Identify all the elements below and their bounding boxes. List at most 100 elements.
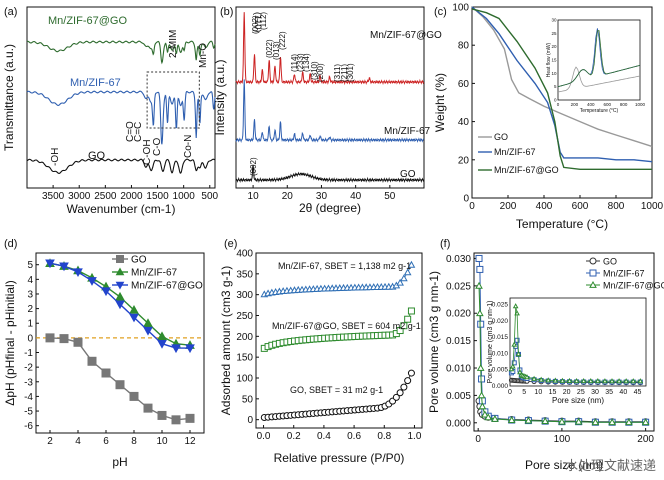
x-axis-label: Pore size (nm) (525, 458, 603, 472)
panel-label: (d) (4, 238, 17, 250)
inset-x-tick-label: 5 (522, 389, 526, 396)
inset-point (573, 377, 580, 384)
y-tick-label: 0.005 (446, 391, 471, 402)
x-tick-label: 10 (248, 191, 260, 202)
inset-x-tick-label: 20 (563, 389, 571, 396)
inset-x-tick-label: 0 (508, 389, 512, 396)
ftir-line (26, 90, 216, 145)
y-tick-label: 50 (242, 394, 254, 405)
pore-point (574, 417, 583, 425)
legend-entry: Mn/ZIF-67@GO (48, 15, 127, 27)
pore-point (477, 320, 485, 328)
x-tick-label: 1.0 (408, 431, 422, 442)
panel-label: (b) (220, 6, 233, 18)
isotherm-point (396, 327, 404, 335)
annotation: C-OH (142, 139, 153, 165)
y-tick-label: 0.030 (446, 254, 471, 265)
legend-entry: Mn/ZIF-67@GO (603, 281, 664, 291)
legend-marker (589, 280, 597, 288)
y-tick-label: 300 (236, 290, 253, 301)
y-tick-label: 100 (452, 3, 469, 14)
plot-frame (35, 252, 205, 434)
y-tick-label: 350 (236, 269, 253, 280)
y-tick-label: 250 (236, 311, 253, 322)
annotation: (002) (249, 157, 258, 176)
annotation: C=C (133, 122, 144, 142)
panel-label: (a) (4, 6, 17, 18)
x-tick-label: 1000 (173, 191, 196, 202)
pore-point (625, 418, 633, 426)
pore-point (641, 418, 650, 426)
inset-point (566, 377, 573, 384)
ph-line (49, 337, 191, 421)
inset-y-tick-label: 0.010 (492, 350, 509, 357)
x-tick-label: 0.0 (257, 431, 271, 442)
inset-point (514, 337, 520, 343)
ftir-line (26, 40, 216, 65)
isotherm-point (404, 315, 412, 323)
inset-x-tick-label: 10 (534, 389, 542, 396)
x-tick-label: 2 (47, 436, 53, 447)
legend-entry: GO (400, 169, 416, 180)
x-axis-label: Wavenumber (cm-1) (67, 202, 176, 216)
pore-point (476, 265, 484, 273)
y-axis-label: Pore volume (cm3 g nm-1) (427, 271, 441, 413)
annotation: C=O (125, 121, 136, 142)
x-tick-label: 10 (156, 436, 168, 447)
inset-point (511, 360, 517, 366)
annotation: (114) (290, 54, 299, 72)
x-tick-label: 40 (350, 191, 362, 202)
x-tick-label: 50 (384, 191, 396, 202)
annotation: -OH (50, 148, 61, 166)
x-axis-label: Relative pressure (P/P0) (274, 451, 405, 465)
ph-point (143, 403, 153, 413)
y-tick-label: 2 (27, 304, 33, 315)
isotherm-point (392, 393, 400, 401)
inset-point (637, 378, 644, 384)
legend-marker (115, 267, 125, 276)
inset-y-tick-label: 25 (551, 31, 557, 36)
legend-entry: GO (494, 132, 508, 142)
ph-point (129, 313, 139, 323)
pore-point (475, 281, 483, 289)
pore-point (476, 309, 484, 317)
inset-x-tick-label: 40 (619, 389, 627, 396)
x-tick-label: 6 (103, 436, 109, 447)
legend-marker (589, 269, 597, 277)
x-tick-label: 20 (282, 191, 294, 202)
tga-line (471, 6, 653, 148)
zoom-box (146, 71, 200, 129)
annotation: (013) (272, 41, 281, 60)
annotation: (211) (340, 64, 349, 82)
x-tick-label: 0.2 (287, 431, 301, 442)
annotation: (233) (296, 53, 305, 72)
inset-x-axis-label: Temperature (°C) (580, 108, 619, 114)
ftir-line (26, 158, 216, 174)
pore-point (541, 417, 550, 425)
ph-point (129, 391, 139, 401)
ph-point (129, 305, 139, 314)
inset-y-tick-label: 0.005 (492, 367, 509, 374)
x-tick-label: 100 (554, 434, 571, 445)
plot-frame (473, 252, 655, 432)
annotation: 2-MIM (168, 30, 179, 58)
ph-point (185, 413, 195, 423)
isotherm-point (400, 274, 408, 282)
pore-point (476, 363, 485, 371)
x-tick-label: 30 (316, 191, 328, 202)
inset-line (557, 30, 641, 88)
y-tick-label: 0 (247, 415, 253, 426)
legend-entry: Mn/ZIF-67@GO (494, 165, 559, 175)
x-axis-label: Temperature (°C) (516, 217, 608, 231)
y-tick-label: 5 (27, 260, 33, 271)
x-tick-label: 200 (500, 201, 517, 212)
watermark: 水处理文献速递 (564, 458, 656, 473)
xrd-line (235, 79, 425, 144)
x-tick-label: 8 (131, 436, 137, 447)
inset-line (511, 306, 641, 382)
xrd-line (235, 12, 425, 86)
x-tick-label: 1500 (146, 191, 169, 202)
pore-point (524, 416, 533, 424)
isotherm-point (400, 383, 408, 391)
